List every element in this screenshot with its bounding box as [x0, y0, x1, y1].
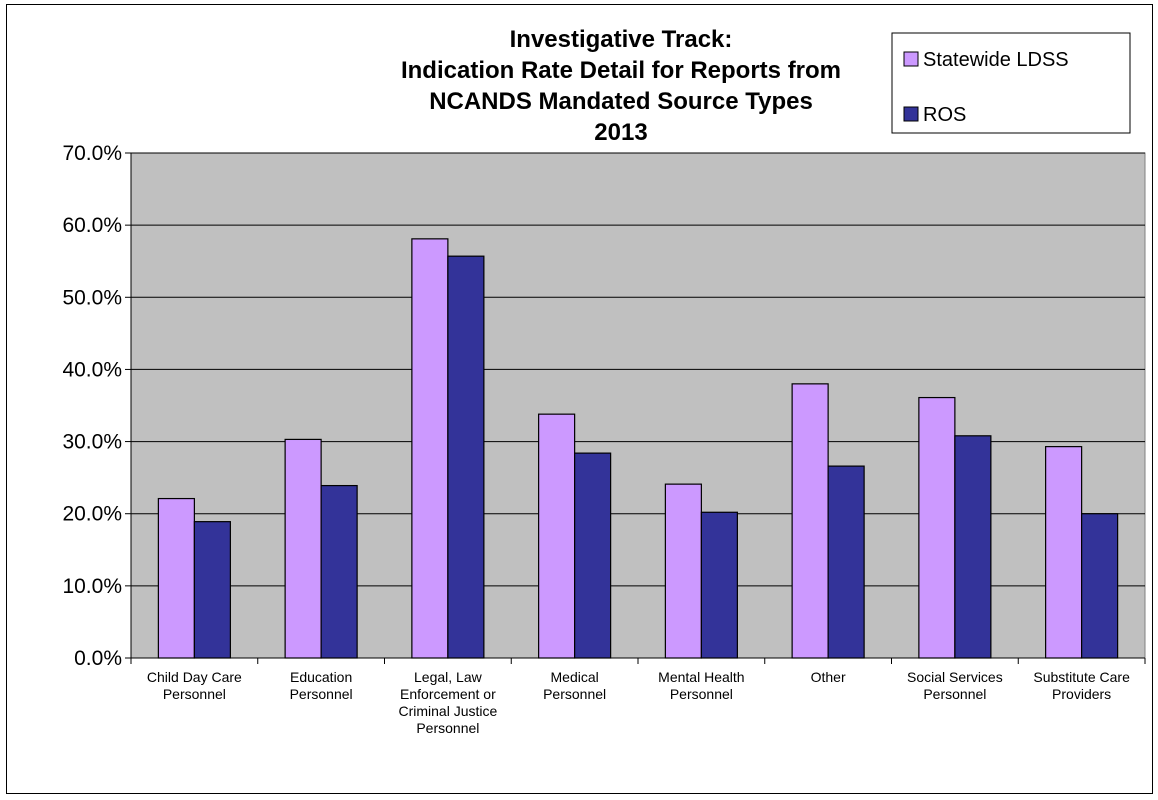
bar-ros [193, 521, 231, 659]
bar-statewide-ldss [538, 413, 576, 659]
bar-statewide-ldss [791, 383, 829, 659]
bar-ros [1081, 513, 1119, 659]
x-tick-label: Personnel [416, 720, 479, 736]
x-tick-label: Other [811, 669, 846, 685]
bar-statewide-ldss [918, 396, 956, 659]
bar-ros [447, 255, 485, 659]
legend-swatch-ros [903, 106, 919, 122]
x-tick-label: Substitute Care [1033, 669, 1130, 685]
x-tick-label: Personnel [670, 686, 733, 702]
legend-box [891, 32, 1131, 134]
y-tick-label: 0.0% [74, 647, 122, 670]
x-tick-label: Personnel [290, 686, 353, 702]
bar-statewide-ldss [411, 238, 449, 659]
bar-ros [700, 511, 738, 659]
bar-ros [574, 452, 612, 659]
bar-statewide-ldss [157, 497, 195, 659]
x-tick-label: Criminal Justice [398, 703, 497, 719]
x-tick-label: Personnel [543, 686, 606, 702]
chart-frame: 0.0% 10.0% 20.0% 30.0% 40.0% 50.0% 60.0% 70.0% C… [6, 4, 1153, 794]
y-tick-label: 40.0% [62, 358, 122, 381]
plot-area [130, 152, 1146, 659]
x-tick-label: Mental Health [658, 669, 744, 685]
y-tick-label: 20.0% [62, 503, 122, 526]
bar-statewide-ldss [1045, 446, 1083, 659]
x-tick-label: Personnel [923, 686, 986, 702]
y-tick-label: 10.0% [62, 575, 122, 598]
x-tick-label: Legal, Law [414, 669, 483, 685]
x-tick-label: Child Day Care [147, 669, 242, 685]
chart-title-line: NCANDS Mandated Source Types [429, 88, 813, 115]
x-tick-label: Education [290, 669, 352, 685]
bar-chart: 0.0% 10.0% 20.0% 30.0% 40.0% 50.0% 60.0% 70.0% C… [62, 26, 1146, 736]
x-tick-label: Medical [551, 669, 599, 685]
bar-ros [954, 435, 992, 659]
legend-swatch-statewide-ldss [903, 51, 919, 67]
bar-ros [827, 465, 865, 659]
y-tick-label: 60.0% [62, 214, 122, 237]
bar-statewide-ldss [664, 483, 702, 659]
legend-label-statewide-ldss: Statewide LDSS [923, 49, 1069, 71]
y-tick-label: 30.0% [62, 431, 122, 454]
x-tick-label: Personnel [163, 686, 226, 702]
chart-title-line: Investigative Track: [510, 26, 733, 53]
chart-title-line: 2013 [594, 119, 647, 146]
bar-statewide-ldss [284, 438, 322, 659]
chart-title-line: Indication Rate Detail for Reports from [401, 57, 841, 84]
x-tick-label: Social Services [907, 669, 1003, 685]
x-tick-label: Providers [1052, 686, 1111, 702]
legend-label-ros: ROS [923, 104, 966, 126]
y-tick-label: 50.0% [62, 286, 122, 309]
y-tick-label: 70.0% [62, 142, 122, 165]
bar-ros [320, 484, 358, 659]
x-tick-label: Enforcement or [400, 686, 496, 702]
